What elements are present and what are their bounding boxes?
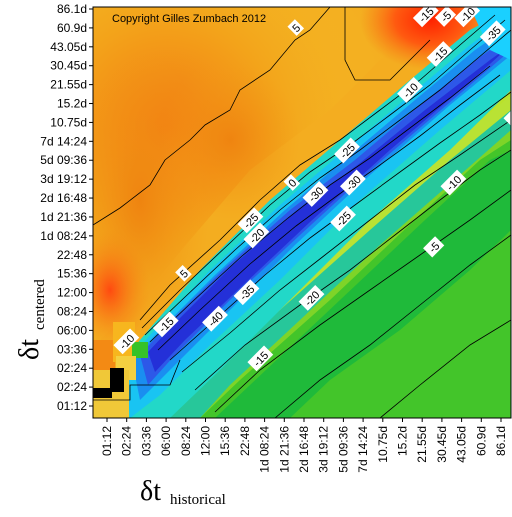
y-tick-label: 43.05d: [50, 40, 87, 54]
x-tick-label: 21.55d: [415, 426, 429, 463]
x-tick-label: 1d 08:24: [258, 426, 272, 473]
contour-label: -5: [434, 7, 457, 27]
y-tick-label: 15.2d: [57, 97, 87, 111]
y-tick-label: 02:24: [57, 361, 87, 375]
y-axis-ticks: 01:12 02:24 02:24 03:36 06:00 08:24 12:00 15:36…: [40, 2, 93, 413]
y-tick-label: 2d 16:48: [40, 191, 87, 205]
x-tick-label: 5d 09:36: [336, 426, 350, 473]
svg-text:-18: -18: [508, 106, 512, 126]
plot-area: 5-15 -5 -10-35-15-10-18-250-30-30-25-20-25…: [93, 7, 512, 418]
y-tick-label: 22:48: [57, 248, 87, 262]
y-tick-label: 03:36: [57, 342, 87, 356]
x-tick-label: 3d 19:12: [317, 426, 331, 473]
contour-label: 0: [283, 174, 301, 191]
x-tick-label: 86.1d: [494, 426, 508, 456]
x-tick-label: 43.05d: [455, 426, 469, 463]
y-tick-label: 30.45d: [50, 59, 87, 73]
x-tick-label: 15.2d: [396, 426, 410, 456]
x-tick-label: 22:48: [238, 426, 252, 456]
y-tick-label: 3d 19:12: [40, 172, 87, 186]
band-green: [200, 140, 511, 418]
x-axis-subscript: historical: [170, 492, 226, 508]
x-axis-label: δt historical: [140, 476, 226, 508]
band-core: [148, 45, 511, 372]
y-tick-label: 60.9d: [57, 21, 87, 35]
x-tick-label: 01:12: [100, 426, 114, 456]
y-axis-symbol: δt: [14, 339, 45, 360]
y-tick-label: 7d 14:24: [40, 134, 87, 148]
x-tick-label: 12:00: [199, 426, 213, 456]
y-axis-subscript: centered: [32, 279, 48, 330]
y-tick-label: 1d 21:36: [40, 210, 87, 224]
x-tick-label: 03:36: [139, 426, 153, 456]
x-tick-label: 1d 21:36: [277, 426, 291, 473]
y-tick-label: 01:12: [57, 399, 87, 413]
y-tick-label: 86.1d: [57, 2, 87, 16]
x-tick-label: 10.75d: [376, 426, 390, 463]
black-artifact: [110, 368, 124, 392]
contour-label: 5: [175, 265, 192, 282]
x-tick-label: 30.45d: [435, 426, 449, 463]
y-tick-label: 21.55d: [50, 78, 87, 92]
y-tick-label: 06:00: [57, 323, 87, 337]
x-tick-label: 60.9d: [474, 426, 488, 456]
y-tick-label: 10.75d: [50, 115, 87, 129]
y-tick-label: 02:24: [57, 380, 87, 394]
y-tick-label: 08:24: [57, 304, 87, 318]
plot-frame: [92, 6, 512, 419]
contour-label: -18: [503, 101, 512, 128]
x-tick-label: 02:24: [120, 426, 134, 456]
y-tick-label: 1d 08:24: [40, 229, 87, 243]
x-tick-label: 08:24: [179, 426, 193, 456]
y-tick-label: 12:00: [57, 286, 87, 300]
contour-label: -5: [423, 236, 445, 258]
x-tick-label: 15:36: [218, 426, 232, 456]
contour-label: 5: [287, 19, 305, 36]
x-tick-label: 06:00: [159, 426, 173, 456]
y-tick-label: 15:36: [57, 267, 87, 281]
band-green-dark: [215, 150, 511, 418]
x-tick-label: 2d 16:48: [297, 426, 311, 473]
y-tick-label: 5d 09:36: [40, 153, 87, 167]
x-axis-ticks: 01:12 02:24 03:36 06:00 08:24 12:00 15:36 22:48…: [100, 418, 508, 473]
copyright-annotation: Copyright Gilles Zumbach 2012: [112, 13, 266, 25]
x-axis-symbol: δt: [140, 476, 161, 507]
y-axis-label: δt centered: [14, 279, 48, 360]
x-tick-label: 7d 14:24: [356, 426, 370, 473]
